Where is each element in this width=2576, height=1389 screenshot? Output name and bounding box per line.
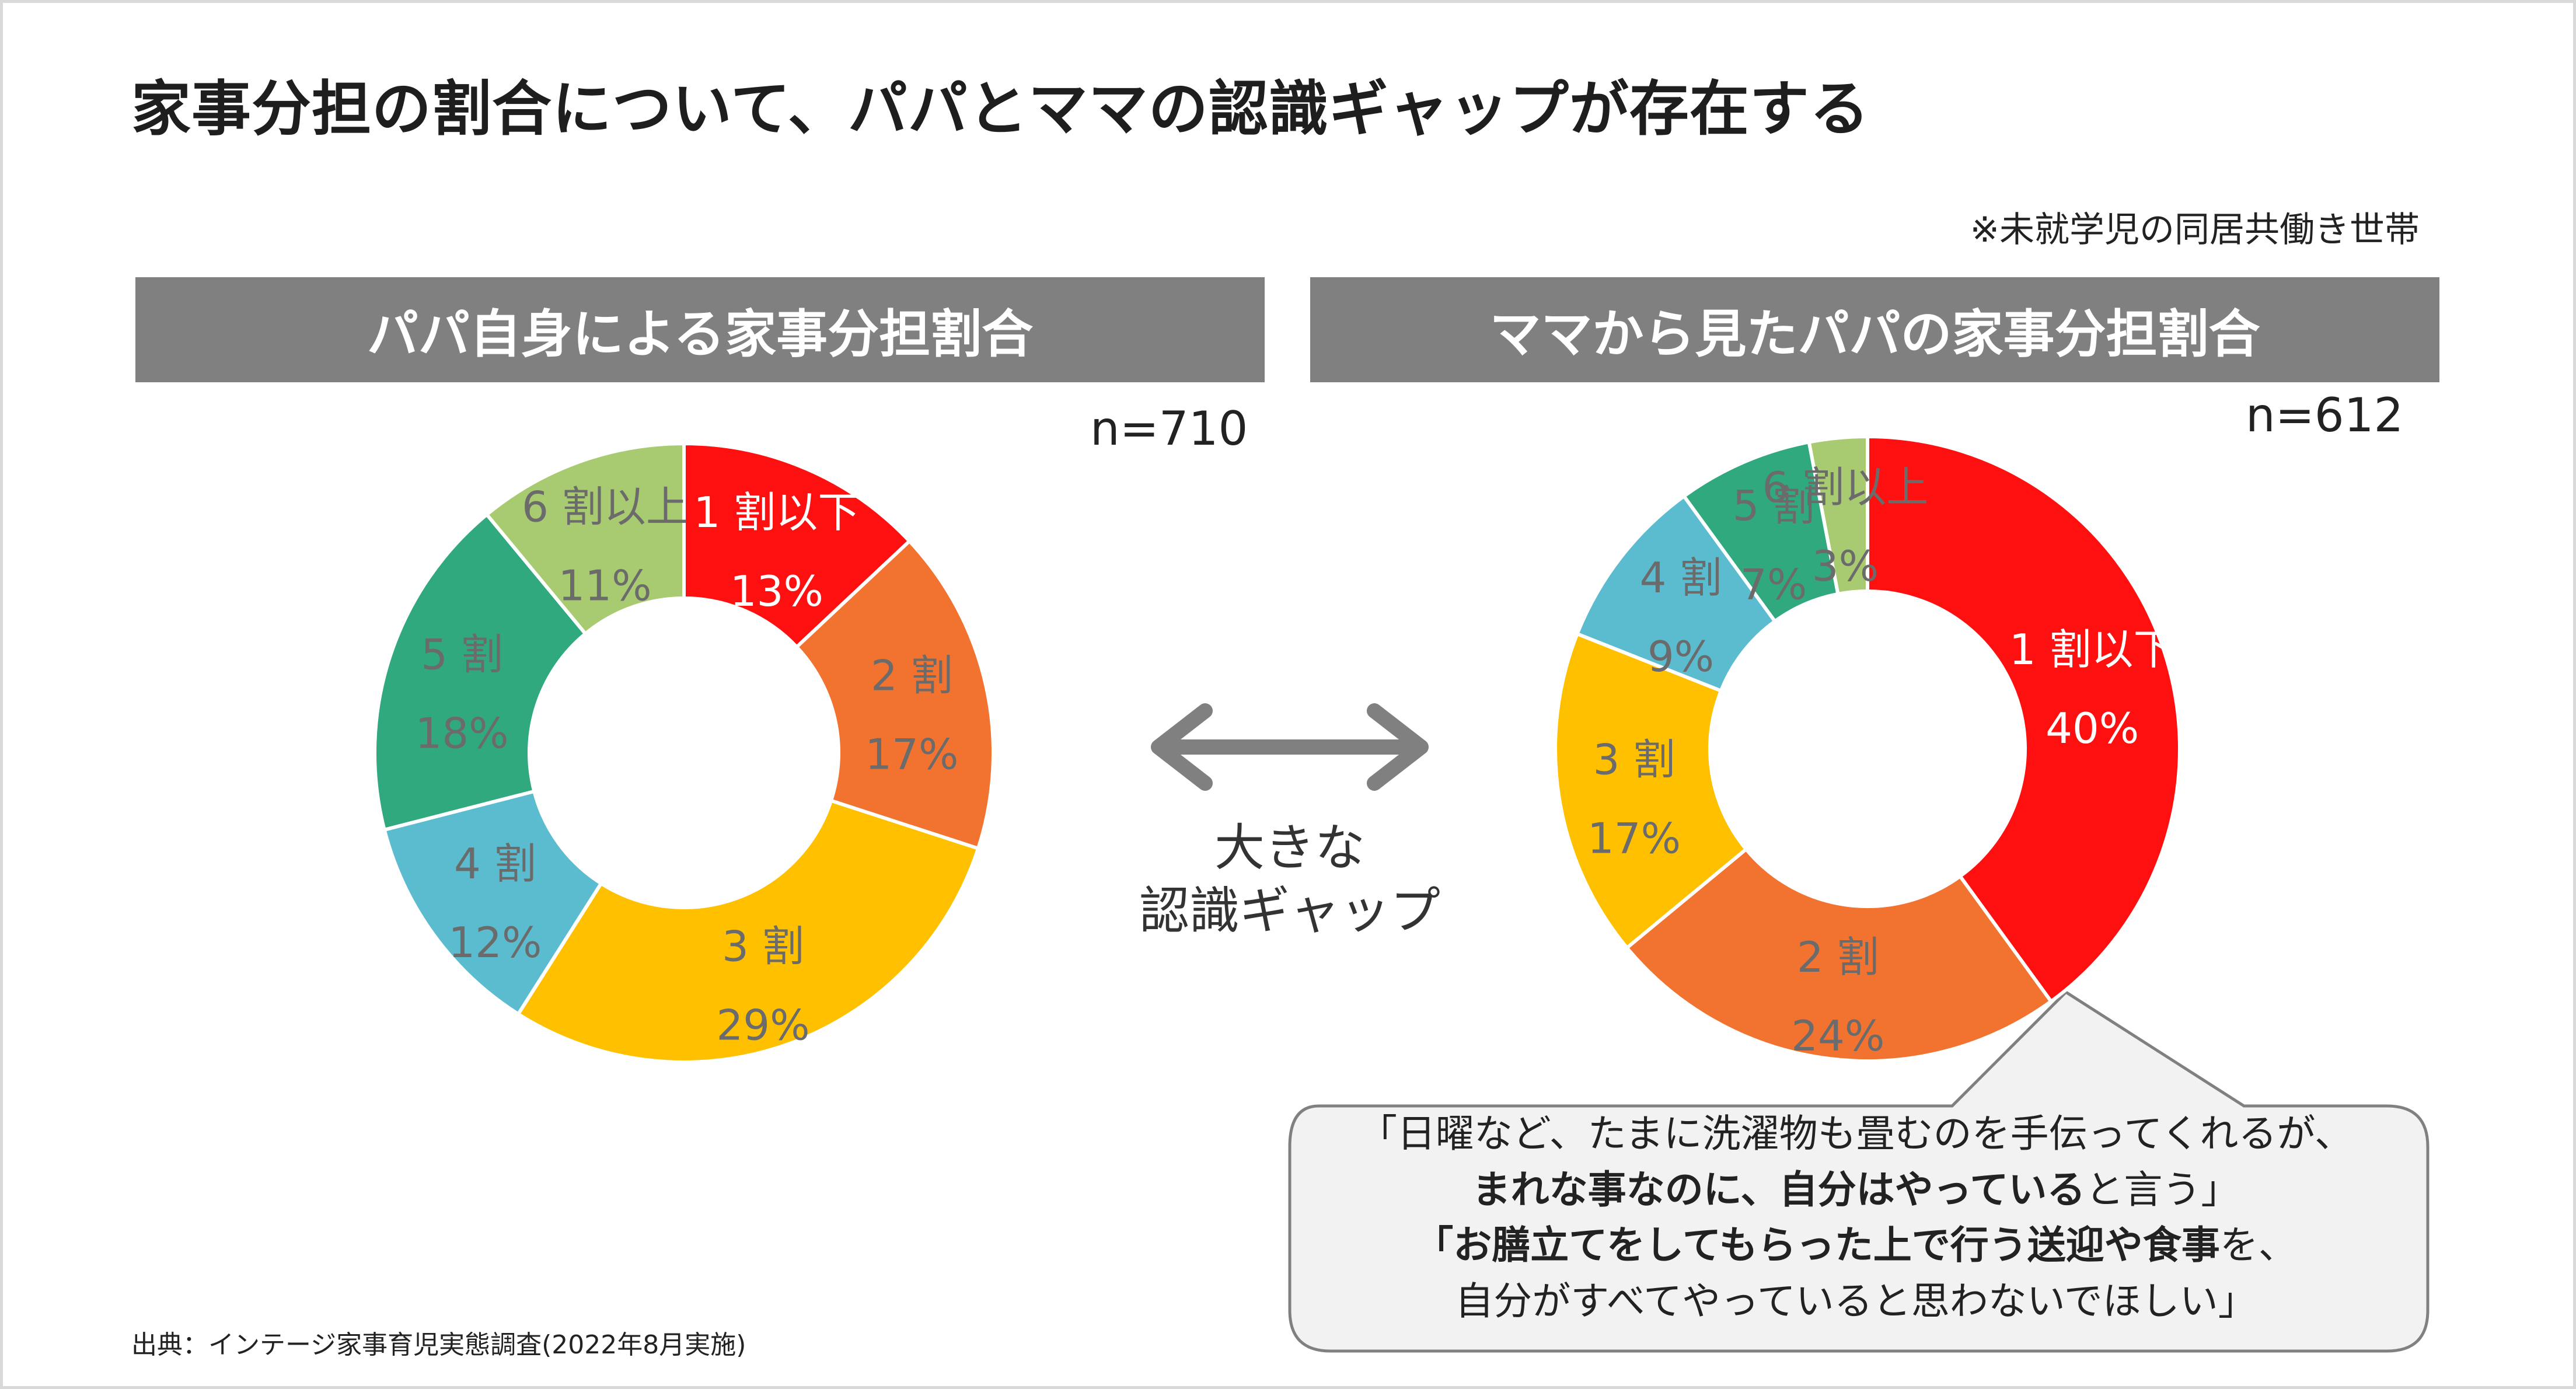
slice-category-label: 4 割 xyxy=(1640,553,1722,602)
quote-line4: 自分がすべてやっていると思わないでほしい」 xyxy=(1455,1279,2257,1324)
source-citation: 出典：インテージ家事育児実態調査(2022年8月実施) xyxy=(131,1330,746,1360)
slice-value-label: 29% xyxy=(716,1000,809,1049)
gap-label-line1: 大きな xyxy=(1214,819,1365,877)
slice-category-label: 2 割 xyxy=(1797,933,1879,982)
quote-line3: 「お膳立てをしてもらった上で行う送迎や食事を、 xyxy=(1290,1217,2422,1273)
slice-value-label: 13% xyxy=(730,567,823,616)
donut-slice-mother-2 xyxy=(1624,846,2054,1063)
slice-value-label: 17% xyxy=(865,730,958,779)
quote-line2-bold: まれな事なのに、自分はやっている xyxy=(1472,1167,2086,1212)
right-sample-size: n=612 xyxy=(2246,388,2404,442)
donut-slice-father-6 xyxy=(484,441,686,637)
left-sample-size: n=710 xyxy=(1090,402,1248,456)
slice-value-label: 11% xyxy=(558,561,651,610)
quote-line3-rest: を、 xyxy=(2219,1223,2297,1268)
slice-category-label: 5 割 xyxy=(1733,481,1815,530)
footnote-household: ※未就学児の同居共働き世帯 xyxy=(1970,210,2420,250)
slice-value-label: 3% xyxy=(1812,542,1879,591)
donut-slice-mother-6 xyxy=(1807,434,1869,596)
slice-value-label: 18% xyxy=(416,709,509,758)
slice-category-label: 3 割 xyxy=(722,922,804,971)
donut-slice-father-3 xyxy=(515,798,980,1064)
quote-line2-rest: と言う」 xyxy=(2085,1167,2240,1212)
gap-label-line2: 認識ギャップ xyxy=(1139,881,1440,940)
donut-slice-mother-1 xyxy=(1866,434,2181,1004)
gap-annotation: 大きな 認識ギャップ xyxy=(1132,817,1447,943)
quote-line1: 「日曜など、たまに洗濯物も畳むのを手伝ってくれるが、 xyxy=(1358,1111,2354,1156)
slice-value-label: 24% xyxy=(1791,1011,1884,1060)
slice-value-label: 7% xyxy=(1740,560,1807,609)
slide-title: 家事分担の割合について、パパとママの認識ギャップが存在する xyxy=(131,75,1870,144)
slice-category-label: 4 割 xyxy=(454,839,536,888)
slice-category-label: 5 割 xyxy=(421,630,503,679)
slice-value-label: 9% xyxy=(1647,632,1714,681)
slice-category-label: 3 割 xyxy=(1593,735,1676,784)
left-chart-header: パパ自身による家事分担割合 xyxy=(135,277,1265,382)
quote-line3-bold: 「お膳立てをしてもらった上で行う送迎や食事 xyxy=(1415,1223,2220,1268)
quote-callout-box xyxy=(1288,990,2430,1353)
mother-quote: 「日曜など、たまに洗濯物も畳むのを手伝ってくれるが、 まれな事なのに、自分はやっ… xyxy=(1290,1106,2422,1329)
donut-slice-father-5 xyxy=(373,512,588,832)
quote-line2: まれな事なのに、自分はやっていると言う」 xyxy=(1290,1162,2422,1218)
donut-slice-mother-3 xyxy=(1554,631,1749,951)
slice-category-label: 6 割以上 xyxy=(1762,463,1929,512)
double-arrow-icon xyxy=(1151,703,1429,791)
slice-category-label: 1 割以下 xyxy=(2009,625,2176,674)
donut-slice-father-4 xyxy=(382,789,604,1017)
donut-slice-father-1 xyxy=(682,441,912,650)
slice-category-label: 2 割 xyxy=(871,651,953,700)
slice-category-label: 1 割以下 xyxy=(694,488,860,537)
right-chart-header: ママから見たパパの家事分担割合 xyxy=(1310,277,2439,382)
slice-value-label: 17% xyxy=(1587,814,1681,863)
slice-category-label: 6 割以上 xyxy=(522,483,688,532)
donut-slice-father-2 xyxy=(794,538,995,851)
slice-value-label: 40% xyxy=(2046,704,2139,753)
slice-value-label: 12% xyxy=(448,918,542,967)
